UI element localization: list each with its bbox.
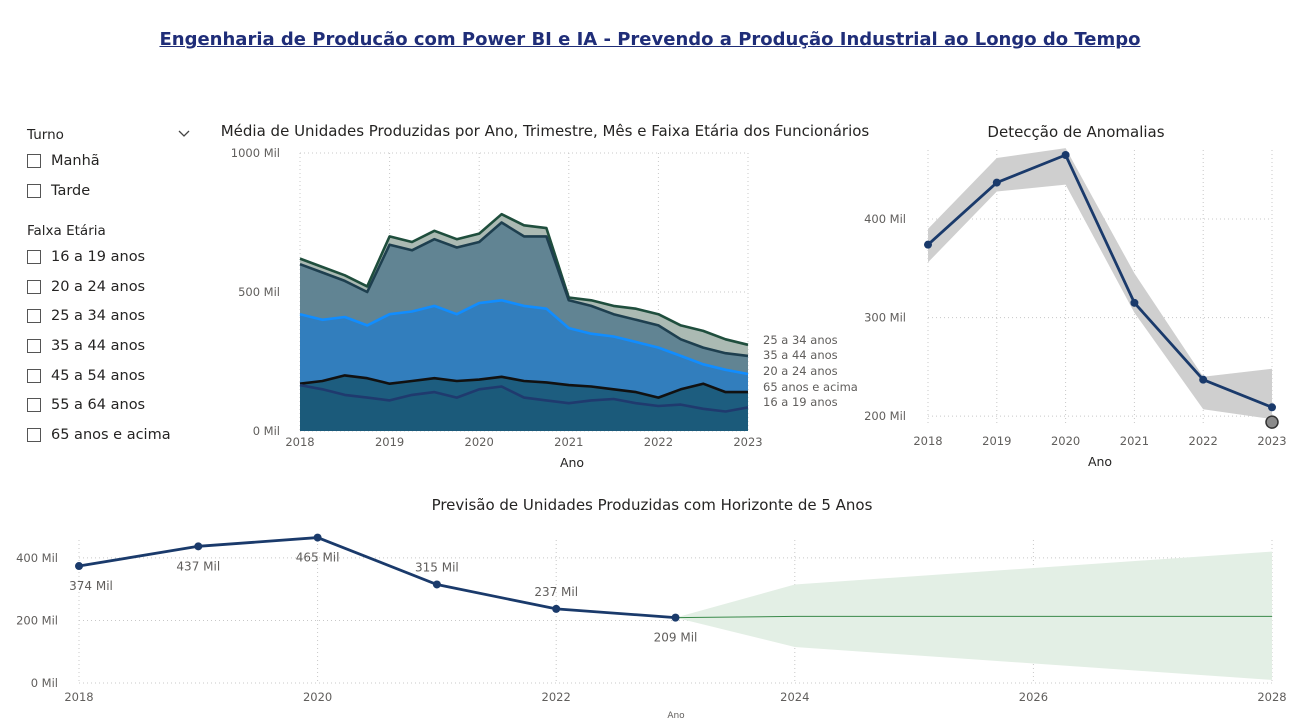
faixa-etaria-slicer: Falxa Etária 16 a 19 anos 20 a 24 anos 2… <box>27 223 195 448</box>
faixa-option-label: 16 a 19 anos <box>51 249 146 265</box>
faixa-option[interactable]: 20 a 24 anos <box>27 279 145 295</box>
x-axis-title: Ano <box>560 455 584 470</box>
x-tick-label: 2023 <box>733 435 762 449</box>
series-line <box>299 221 749 358</box>
y-tick-label: 1000 Mil <box>231 146 280 160</box>
y-tick-label: 500 Mil <box>238 285 280 299</box>
data-point <box>1130 298 1139 307</box>
data-label: 374 Mil <box>69 579 113 593</box>
checkbox[interactable] <box>27 250 41 264</box>
report-title: Engenharia de Producão com Power BI e IA… <box>159 29 1141 50</box>
faixa-option[interactable]: 65 anos e acima <box>27 427 171 443</box>
data-point <box>671 613 680 622</box>
data-label: 315 Mil <box>415 560 459 574</box>
checkbox[interactable] <box>27 428 41 442</box>
faixa-option-label: 45 a 54 anos <box>51 368 146 384</box>
faixa-option[interactable]: 55 a 64 anos <box>27 397 145 413</box>
series-line <box>927 153 1273 409</box>
series-end-label: 16 a 19 anos <box>763 395 838 409</box>
faixa-option-label: 25 a 34 anos <box>51 308 146 324</box>
data-point <box>992 178 1001 187</box>
data-point <box>1061 151 1070 159</box>
faixa-option[interactable]: 35 a 44 anos <box>27 338 145 354</box>
turno-slicer-title: Turno <box>27 127 64 143</box>
forecast-confidence-band <box>675 551 1272 680</box>
faixa-option[interactable]: 16 a 19 anos <box>27 249 145 265</box>
data-label: 437 Mil <box>176 559 220 573</box>
series-end-label: 65 anos e acima <box>763 380 858 394</box>
x-tick-label: 2018 <box>285 435 314 449</box>
x-tick-label: 2023 <box>1257 434 1286 448</box>
x-axis-title: Ano <box>667 711 685 721</box>
checkbox[interactable] <box>27 369 41 383</box>
x-tick-label: 2021 <box>1120 434 1149 448</box>
turno-slicer: Turno Manhã Tarde <box>27 127 195 207</box>
checkbox[interactable] <box>27 280 41 294</box>
area-chart[interactable]: Média de Unidades Produzidas por Ano, Tr… <box>0 0 880 480</box>
chart-title: Previsão de Unidades Produzidas com Hori… <box>432 496 873 514</box>
checkbox[interactable] <box>27 309 41 323</box>
chart-title: Detecção de Anomalias <box>987 123 1164 141</box>
checkbox[interactable] <box>27 184 41 198</box>
x-axis-title: Ano <box>1088 454 1112 469</box>
data-point <box>313 533 322 542</box>
series-line <box>299 212 749 347</box>
faixa-option[interactable]: 25 a 34 anos <box>27 308 145 324</box>
anomaly-marker <box>1265 415 1279 429</box>
data-point <box>552 604 561 613</box>
y-tick-label: 0 Mil <box>253 424 280 438</box>
data-label: 237 Mil <box>534 585 578 599</box>
x-tick-label: 2019 <box>982 434 1011 448</box>
data-point <box>75 562 83 571</box>
series-line <box>299 383 749 413</box>
faixa-option-label: 20 a 24 anos <box>51 279 146 295</box>
data-point <box>1268 403 1276 412</box>
data-point <box>924 240 932 249</box>
y-tick-label: 200 Mil <box>16 613 58 627</box>
faixa-option-label: 55 a 64 anos <box>51 397 146 413</box>
x-tick-label: 2022 <box>542 690 571 704</box>
turno-option-label: Manhã <box>51 153 100 169</box>
turno-option-manha[interactable]: Manhã <box>27 153 100 169</box>
x-tick-label: 2020 <box>303 690 332 704</box>
x-tick-label: 2024 <box>780 690 809 704</box>
faixa-slicer-title: Falxa Etária <box>27 223 106 239</box>
x-tick-label: 2022 <box>1189 434 1218 448</box>
data-point <box>194 542 203 551</box>
data-point <box>432 580 441 589</box>
checkbox[interactable] <box>27 398 41 412</box>
series-end-label: 20 a 24 anos <box>763 364 838 378</box>
chevron-down-icon[interactable] <box>178 127 190 142</box>
series-line <box>299 299 749 376</box>
expected-range-band <box>928 148 1272 420</box>
x-tick-label: 2020 <box>1051 434 1080 448</box>
faixa-option[interactable]: 45 a 54 anos <box>27 368 145 384</box>
turno-option-label: Tarde <box>51 183 91 199</box>
turno-option-tarde[interactable]: Tarde <box>27 183 90 199</box>
series-line <box>299 374 748 399</box>
faixa-option-label: 35 a 44 anos <box>51 338 146 354</box>
x-tick-label: 2020 <box>465 435 494 449</box>
checkbox[interactable] <box>27 154 41 168</box>
x-tick-label: 2028 <box>1257 690 1286 704</box>
chart-title: Média de Unidades Produzidas por Ano, Tr… <box>221 122 870 140</box>
x-tick-label: 2026 <box>1019 690 1048 704</box>
data-point <box>1199 375 1208 384</box>
x-tick-label: 2019 <box>375 435 404 449</box>
x-tick-label: 2022 <box>644 435 673 449</box>
x-tick-label: 2018 <box>64 690 93 704</box>
series-line <box>78 536 676 619</box>
series-area <box>300 385 748 431</box>
x-tick-label: 2018 <box>913 434 942 448</box>
y-tick-label: 400 Mil <box>16 551 58 565</box>
series-end-label: 25 a 34 anos <box>763 333 838 347</box>
data-label: 465 Mil <box>296 551 340 565</box>
series-end-label: 35 a 44 anos <box>763 348 838 362</box>
data-label: 209 Mil <box>654 631 698 645</box>
x-tick-label: 2021 <box>554 435 583 449</box>
forecast-line <box>675 615 1272 619</box>
faixa-option-label: 65 anos e acima <box>51 427 171 443</box>
y-tick-label: 0 Mil <box>31 676 58 690</box>
checkbox[interactable] <box>27 339 41 353</box>
